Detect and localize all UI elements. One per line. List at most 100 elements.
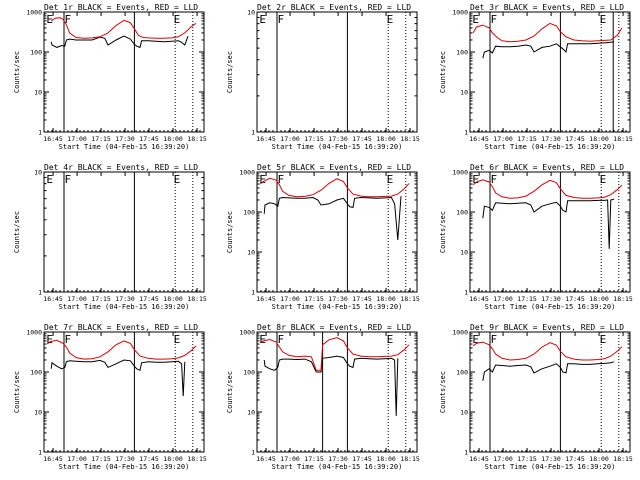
chart-panel-1: Det 1r BLACK = Events, RED = LLD 16:45 17:… xyxy=(13,3,207,151)
event-marker-e: E xyxy=(600,173,607,186)
event-marker-e: E xyxy=(174,13,181,26)
x-tick-label: 17:15 xyxy=(91,135,111,143)
x-axis-label: Start Time (04-Feb-15 16:39:20) xyxy=(272,303,403,311)
event-marker-e: E xyxy=(174,173,181,186)
y-tick-label: 1 xyxy=(251,129,255,137)
x-tick-label: 17:15 xyxy=(304,295,324,303)
x-tick-label: 17:15 xyxy=(304,455,324,463)
y-tick-label: 100 xyxy=(456,369,468,377)
y-axis-label: Counts/sec xyxy=(13,211,21,253)
x-tick-label: 16:45 xyxy=(469,295,489,303)
x-tick-label: 17:45 xyxy=(565,295,585,303)
x-tick-label: 18:15 xyxy=(400,295,420,303)
y-tick-label: 1 xyxy=(464,449,468,457)
y-tick-label: 1000 xyxy=(452,169,468,177)
y-tick-label: 1 xyxy=(38,289,42,297)
y-tick-label: 10 xyxy=(247,409,255,417)
event-marker-f: F xyxy=(64,173,71,186)
x-axis-label: Start Time (04-Feb-15 16:39:20) xyxy=(59,303,190,311)
x-tick-label: 17:45 xyxy=(139,295,159,303)
event-marker-e: E xyxy=(259,333,266,346)
x-tick-label: 17:00 xyxy=(493,295,513,303)
x-tick-label: 18:15 xyxy=(613,135,633,143)
x-tick-label: 16:45 xyxy=(256,455,276,463)
event-marker-e: E xyxy=(600,13,607,26)
panel-title: Det 8r BLACK = Events, RED = LLD xyxy=(257,323,411,332)
x-axis-label: Start Time (04-Feb-15 16:39:20) xyxy=(485,303,616,311)
panel-title: Det 6r BLACK = Events, RED = LLD xyxy=(470,163,624,172)
chart-panel-8: Det 8r BLACK = Events, RED = LLD 16:45 17:… xyxy=(226,323,420,471)
event-marker-f: F xyxy=(64,13,71,26)
x-tick-label: 17:15 xyxy=(517,295,537,303)
y-tick-label: 10 xyxy=(34,409,42,417)
y-tick-label: 1 xyxy=(251,449,255,457)
panel-title: Det 2r BLACK = Events, RED = LLD xyxy=(257,3,411,12)
x-tick-label: 16:45 xyxy=(43,135,63,143)
x-tick-label: 18:00 xyxy=(589,135,609,143)
x-tick-label: 17:30 xyxy=(328,295,348,303)
x-tick-label: 16:45 xyxy=(469,455,489,463)
x-tick-label: 17:45 xyxy=(139,455,159,463)
x-tick-label: 17:30 xyxy=(541,455,561,463)
x-tick-label: 17:30 xyxy=(328,135,348,143)
chart-panel-7: Det 7r BLACK = Events, RED = LLD 16:45 17:… xyxy=(13,323,207,471)
x-tick-label: 17:00 xyxy=(493,135,513,143)
x-tick-label: 17:30 xyxy=(115,455,135,463)
x-tick-label: 17:15 xyxy=(517,455,537,463)
x-tick-label: 16:45 xyxy=(256,295,276,303)
event-marker-e: E xyxy=(46,333,53,346)
x-tick-label: 18:00 xyxy=(589,455,609,463)
y-tick-label: 1 xyxy=(38,449,42,457)
series-line-lld xyxy=(50,17,197,39)
y-tick-label: 1 xyxy=(251,289,255,297)
y-tick-label: 1000 xyxy=(452,9,468,17)
series-line-lld xyxy=(472,179,623,199)
x-tick-label: 17:45 xyxy=(352,455,372,463)
panel-title: Det 4r BLACK = Events, RED = LLD xyxy=(44,163,198,172)
event-marker-e: E xyxy=(472,333,479,346)
x-tick-label: 18:00 xyxy=(376,135,396,143)
x-tick-label: 17:30 xyxy=(328,455,348,463)
x-tick-label: 18:00 xyxy=(376,455,396,463)
event-marker-e: E xyxy=(600,333,607,346)
y-tick-label: 100 xyxy=(30,369,42,377)
event-marker-e: E xyxy=(259,13,266,26)
x-tick-label: 16:45 xyxy=(43,455,63,463)
x-tick-label: 17:00 xyxy=(67,295,87,303)
y-tick-label: 100 xyxy=(456,49,468,57)
panel-title: Det 7r BLACK = Events, RED = LLD xyxy=(44,323,198,332)
x-tick-label: 18:15 xyxy=(613,295,633,303)
event-marker-e: E xyxy=(387,13,394,26)
y-tick-label: 100 xyxy=(30,49,42,57)
y-axis-label: Counts/sec xyxy=(226,211,234,253)
x-tick-label: 18:00 xyxy=(163,455,183,463)
x-tick-label: 17:15 xyxy=(304,135,324,143)
y-tick-label: 10 xyxy=(460,249,468,257)
event-marker-f: F xyxy=(64,333,71,346)
event-marker-f: F xyxy=(277,333,284,346)
y-axis-label: Counts/sec xyxy=(439,371,447,413)
x-tick-label: 18:00 xyxy=(376,295,396,303)
x-axis-label: Start Time (04-Feb-15 16:39:20) xyxy=(59,463,190,471)
y-axis-label: Counts/sec xyxy=(439,51,447,93)
y-axis-label: Counts/sec xyxy=(13,371,21,413)
y-tick-label: 10 xyxy=(247,9,255,17)
x-axis-label: Start Time (04-Feb-15 16:39:20) xyxy=(59,143,190,151)
plot-frame xyxy=(256,11,418,133)
x-axis-label: Start Time (04-Feb-15 16:39:20) xyxy=(485,143,616,151)
x-tick-label: 17:30 xyxy=(115,295,135,303)
x-tick-label: 16:45 xyxy=(256,135,276,143)
y-tick-label: 10 xyxy=(34,89,42,97)
x-tick-label: 17:00 xyxy=(280,135,300,143)
chart-panel-5: Det 5r BLACK = Events, RED = LLD 16:45 17:… xyxy=(226,163,420,311)
chart-panel-4: Det 4r BLACK = Events, RED = LLD 16:45 17:… xyxy=(13,163,207,311)
event-marker-e: E xyxy=(46,13,53,26)
x-axis-label: Start Time (04-Feb-15 16:39:20) xyxy=(272,143,403,151)
x-tick-label: 17:45 xyxy=(565,455,585,463)
event-marker-f: F xyxy=(490,13,497,26)
series-line-events xyxy=(482,41,615,59)
y-tick-label: 1000 xyxy=(239,169,255,177)
x-tick-label: 17:45 xyxy=(352,135,372,143)
event-marker-e: E xyxy=(472,13,479,26)
